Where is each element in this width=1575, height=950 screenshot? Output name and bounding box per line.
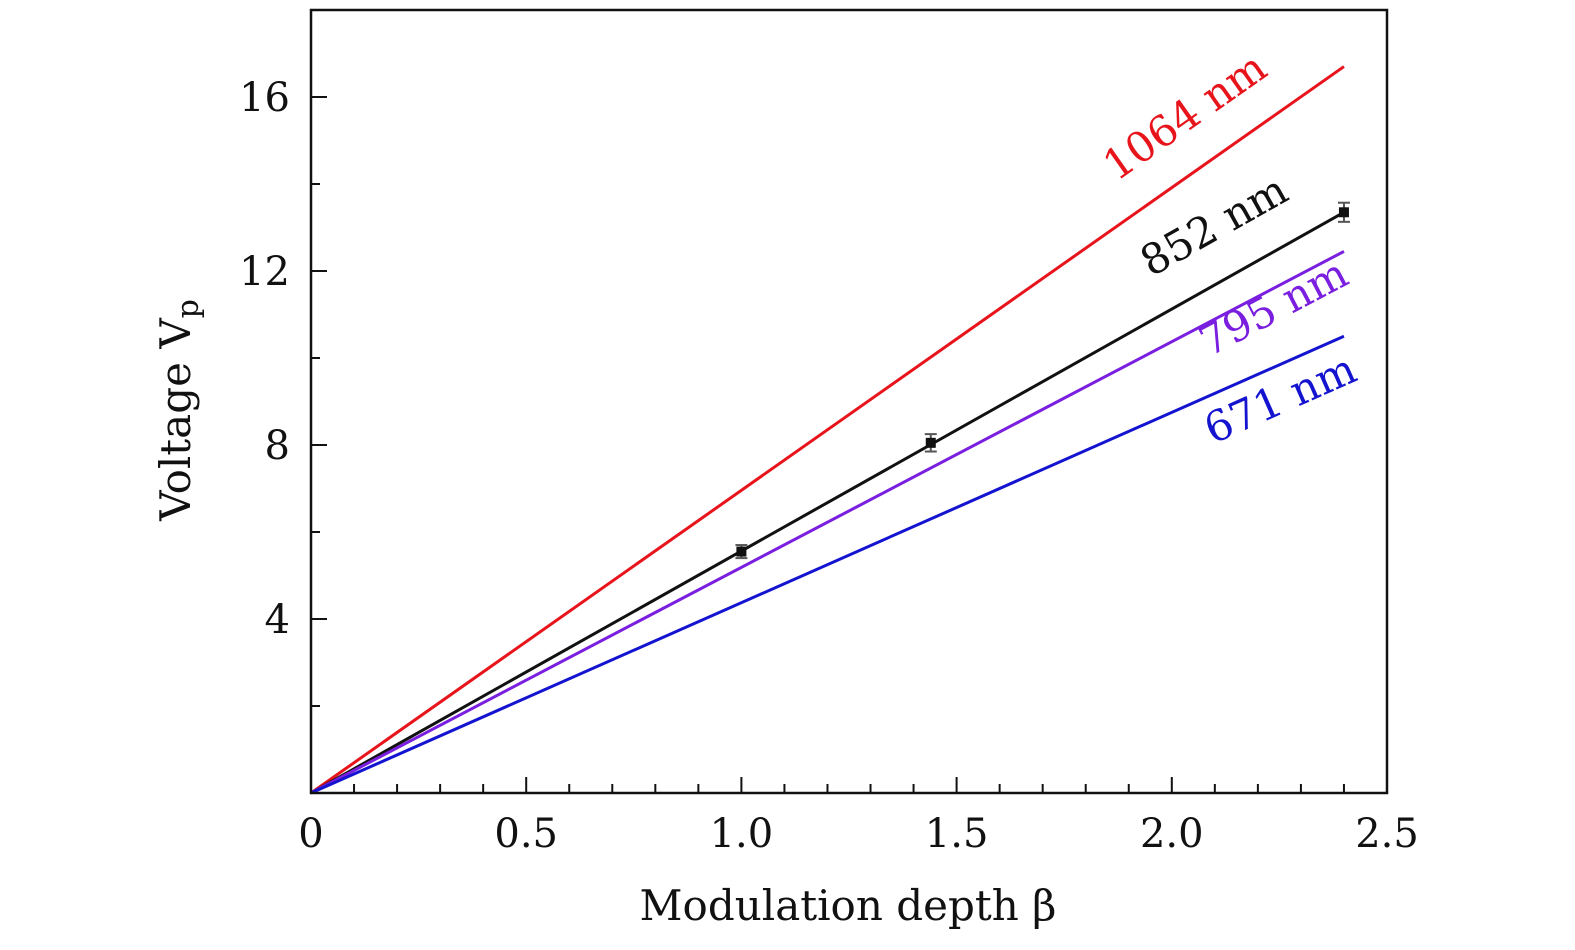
series-line-795-nm [310, 250, 1345, 795]
y-tick-label: 16 [239, 75, 290, 121]
y-axis-title: Voltage Vp [151, 299, 206, 522]
series-label: 852 nm [1132, 165, 1296, 286]
y-axis-title-subscript: p [171, 299, 206, 318]
x-tick-label: 2.0 [1140, 811, 1204, 857]
y-tick-label: 8 [265, 423, 290, 469]
data-point-marker [1338, 207, 1349, 218]
data-point-marker [925, 437, 936, 448]
x-tick-label: 1.0 [710, 811, 774, 857]
data-point-marker [736, 546, 747, 557]
series-label: 1064 nm [1094, 42, 1275, 190]
y-axis-title-main: Voltage V [151, 318, 200, 522]
series-layer [310, 65, 1345, 795]
x-axis-title: Modulation depth β [640, 881, 1057, 930]
x-tick-label: 1.5 [925, 811, 989, 857]
series-line-852-nm [310, 210, 1345, 795]
x-tick-label: 2.5 [1355, 811, 1419, 857]
plot-frame [309, 8, 1389, 795]
series-line-1064-nm [310, 65, 1345, 795]
y-tick-label: 12 [239, 249, 290, 295]
y-tick-label: 4 [265, 597, 290, 643]
series-line-671-nm [310, 334, 1345, 795]
data-point [735, 544, 748, 560]
data-point [1337, 201, 1350, 223]
ticks-layer: 0 0.5 1.0 1.5 2.0 2.5 4 8 12 16 [239, 75, 1419, 857]
measured-points-layer [735, 201, 1350, 560]
x-tick-label: 0.5 [494, 811, 558, 857]
x-tick-label: 0 [298, 811, 323, 857]
data-point [924, 433, 937, 453]
